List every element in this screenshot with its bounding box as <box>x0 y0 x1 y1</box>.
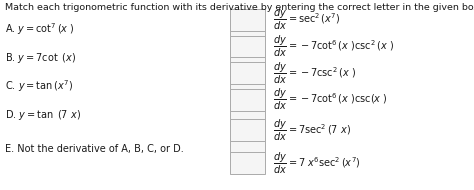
Bar <box>230 152 265 174</box>
Bar <box>230 47 265 69</box>
Bar <box>230 19 265 40</box>
Bar <box>230 104 265 126</box>
Bar <box>230 9 265 31</box>
Text: $\dfrac{dy}{dx} = -7 \cot^6 (x\ ) \csc^2 (x\ )$: $\dfrac{dy}{dx} = -7 \cot^6 (x\ ) \csc^2… <box>273 34 394 59</box>
Text: $\dfrac{dy}{dx} = -7 \cot^6 (x\ ) \csc (x\ )$: $\dfrac{dy}{dx} = -7 \cot^6 (x\ ) \csc (… <box>273 87 387 112</box>
Bar <box>230 62 265 84</box>
Bar <box>230 89 265 111</box>
Text: D. $y = \tan\ (7\ x)$: D. $y = \tan\ (7\ x)$ <box>5 108 81 122</box>
Text: $\dfrac{dy}{dx} = -7 \csc^2 (x\ )$: $\dfrac{dy}{dx} = -7 \csc^2 (x\ )$ <box>273 61 356 86</box>
Text: $\dfrac{dy}{dx} = 7\ x^6 \sec^2 \left(x^7\right)$: $\dfrac{dy}{dx} = 7\ x^6 \sec^2 \left(x^… <box>273 151 360 176</box>
Text: C. $y = \tan \left(x^7\right)$: C. $y = \tan \left(x^7\right)$ <box>5 78 73 94</box>
Text: A. $y = \cot^7 (x\ )$: A. $y = \cot^7 (x\ )$ <box>5 21 74 37</box>
Text: E. Not the derivative of A, B, C, or D.: E. Not the derivative of A, B, C, or D. <box>5 144 183 154</box>
Bar <box>230 138 265 160</box>
Text: B. $y = 7 \cot\ (x)$: B. $y = 7 \cot\ (x)$ <box>5 51 76 65</box>
Text: $\dfrac{dy}{dx} = \sec^2 \left(x^7\right)$: $\dfrac{dy}{dx} = \sec^2 \left(x^7\right… <box>273 7 340 32</box>
Bar <box>230 36 265 57</box>
Bar <box>230 75 265 97</box>
Text: $\dfrac{dy}{dx} = 7 \sec^2 (7\ x)$: $\dfrac{dy}{dx} = 7 \sec^2 (7\ x)$ <box>273 118 351 143</box>
Bar <box>230 119 265 141</box>
Text: Match each trigonometric function with its derivative by entering the correct le: Match each trigonometric function with i… <box>5 3 474 12</box>
